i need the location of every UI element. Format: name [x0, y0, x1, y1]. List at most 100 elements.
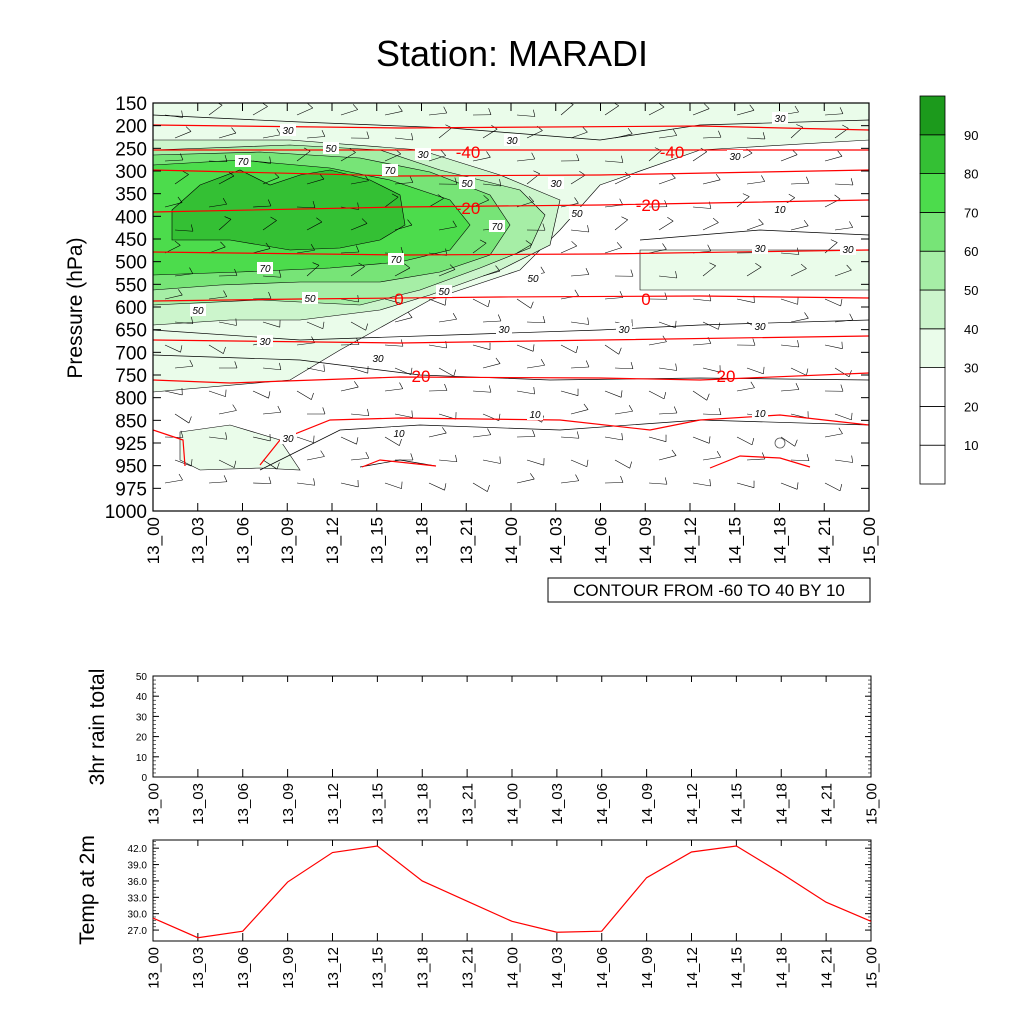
wind-barb-flag: [794, 105, 799, 113]
wind-barb: [340, 344, 359, 346]
wind-barb-flag: [404, 263, 411, 269]
wind-barb: [824, 344, 843, 350]
x-tick-label: 13_21: [459, 947, 476, 989]
wind-barb: [834, 319, 853, 323]
wind-barb: [438, 226, 457, 231]
x-tick-label: 15_00: [863, 947, 880, 989]
wind-barb-flag: [312, 262, 320, 266]
wind-barb-flag: [174, 240, 181, 246]
wind-barb-flag: [849, 221, 853, 228]
colorbar-box: [919, 250, 946, 291]
wind-barb-flag: [587, 317, 590, 325]
wind-barb: [560, 390, 579, 396]
x-tick-label: 13_18: [415, 783, 432, 825]
wind-barb: [208, 160, 227, 163]
wind-barb: [692, 343, 711, 346]
wind-barb: [164, 390, 183, 396]
wind-barb-flag: [664, 477, 668, 485]
wind-barb: [252, 482, 271, 484]
wind-barb: [262, 459, 278, 470]
wind-barb-flag: [709, 262, 716, 267]
humidity-label-bg: [616, 323, 632, 335]
y-tick-label: 950: [115, 457, 147, 478]
wind-barb-flag: [718, 407, 722, 415]
humidity-contour-label: 30: [729, 152, 741, 163]
wind-barb: [658, 220, 674, 231]
wind-barb-flag: [718, 322, 721, 330]
x-tick-label: 14_18: [774, 947, 791, 989]
x-tick-label: 13_15: [368, 517, 387, 564]
wind-barb: [428, 112, 447, 116]
wind-barb: [736, 482, 755, 488]
x-tick-label: 13_06: [235, 947, 252, 989]
wind-barb-flag: [532, 344, 535, 352]
wind-barb-flag: [715, 173, 721, 180]
wind-barb: [164, 479, 183, 484]
wind-barb: [658, 321, 676, 329]
wind-barb: [746, 181, 765, 185]
wind-barb-flag: [233, 460, 237, 468]
wind-barb: [604, 105, 619, 116]
humidity-label-bg: [257, 335, 273, 347]
wind-barb: [746, 367, 764, 375]
wind-barb-flag: [320, 450, 325, 457]
wind-barb: [790, 268, 807, 277]
humidity-label-bg: [548, 177, 564, 189]
wind-barb: [692, 151, 707, 162]
humidity-field: [153, 103, 869, 492]
wind-barb-flag: [177, 196, 183, 203]
wind-barb: [350, 321, 366, 331]
y-tick-label: 300: [115, 162, 147, 183]
x-tick-label: 13_09: [280, 947, 297, 989]
y-tick-label: 250: [115, 139, 147, 160]
wind-barb: [384, 388, 403, 392]
wind-barb-flag: [839, 107, 844, 114]
wind-barb: [174, 131, 192, 139]
wind-barb: [164, 344, 181, 353]
humidity-label-bg: [235, 155, 251, 167]
wind-barb-flag: [575, 474, 580, 481]
wind-barb-flag: [179, 153, 184, 161]
y-tick-label: 10: [136, 753, 148, 764]
wind-barb-flag: [452, 313, 457, 320]
wind-barb-flag: [321, 130, 326, 137]
wind-barb: [570, 409, 589, 415]
wind-barb-flag: [763, 366, 765, 374]
wind-barb: [516, 436, 535, 438]
humidity-label-bg: [772, 203, 788, 215]
wind-barb-flag: [310, 244, 315, 251]
wind-barb: [252, 160, 271, 164]
x-tick-label: 13_03: [190, 783, 207, 825]
wind-barb: [296, 150, 311, 162]
wind-barb: [174, 273, 193, 277]
wind-barb: [306, 367, 325, 372]
temperature-contour-label: -40: [456, 143, 481, 162]
wind-barb-flag: [797, 340, 800, 348]
humidity-label-bg: [527, 408, 543, 420]
x-tick-label: 14_03: [549, 783, 566, 825]
wind-barb: [516, 344, 534, 352]
x-tick-label: 14_18: [774, 783, 791, 825]
wind-barb: [164, 159, 183, 162]
wind-barb: [208, 344, 224, 354]
wind-barb-flag: [850, 178, 854, 186]
humidity-contour-label: 30: [498, 325, 510, 336]
wind-barb: [658, 412, 677, 415]
wind-barb-flag: [440, 150, 446, 156]
wind-barb-flag: [671, 449, 677, 456]
wind-barb: [780, 298, 798, 305]
y-tick-label: 42.0: [128, 844, 148, 855]
humidity-label-bg: [489, 220, 505, 232]
wind-barb-flag: [268, 391, 271, 399]
wind-barb-flag: [846, 264, 852, 271]
wind-barb: [306, 136, 325, 139]
x-tick-label: 13_18: [412, 517, 431, 564]
series-line: [152, 845, 872, 939]
wind-barb-flag: [225, 389, 227, 397]
wind-barb-flag: [191, 459, 193, 467]
wind-barb-flag: [486, 151, 491, 158]
wind-barb: [790, 459, 809, 462]
wind-barb: [394, 224, 412, 231]
wind-barb-flag: [752, 338, 756, 346]
